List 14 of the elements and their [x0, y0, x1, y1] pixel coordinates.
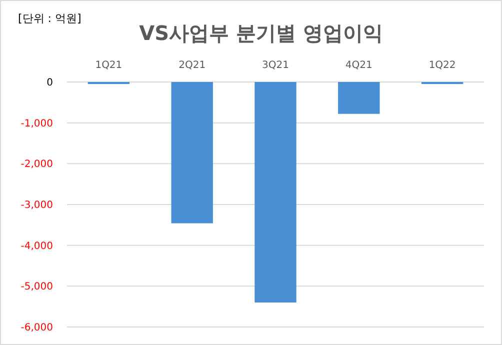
y-tick-label: -4,000 — [20, 240, 53, 252]
y-tick-label: -1,000 — [20, 118, 53, 130]
chart-title: VS사업부 분기별 영업이익 — [139, 21, 383, 45]
text: [단위 : 억원] — [18, 12, 82, 25]
x-tick-label: 3Q21 — [262, 60, 289, 71]
y-tick-label: 0 — [46, 78, 53, 88]
y-tick-label: -2,000 — [20, 159, 53, 170]
y-tick-label: -6,000 — [20, 322, 53, 334]
x-tick-label: 1Q22 — [428, 60, 456, 71]
x-tick-label: 4Q21 — [345, 60, 372, 71]
y-tick-label: -3,000 — [20, 200, 53, 211]
y-tick-label: -5,000 — [20, 282, 53, 293]
x-tick-label: 2Q21 — [178, 60, 206, 71]
x-tick-label: 1Q21 — [95, 60, 122, 71]
